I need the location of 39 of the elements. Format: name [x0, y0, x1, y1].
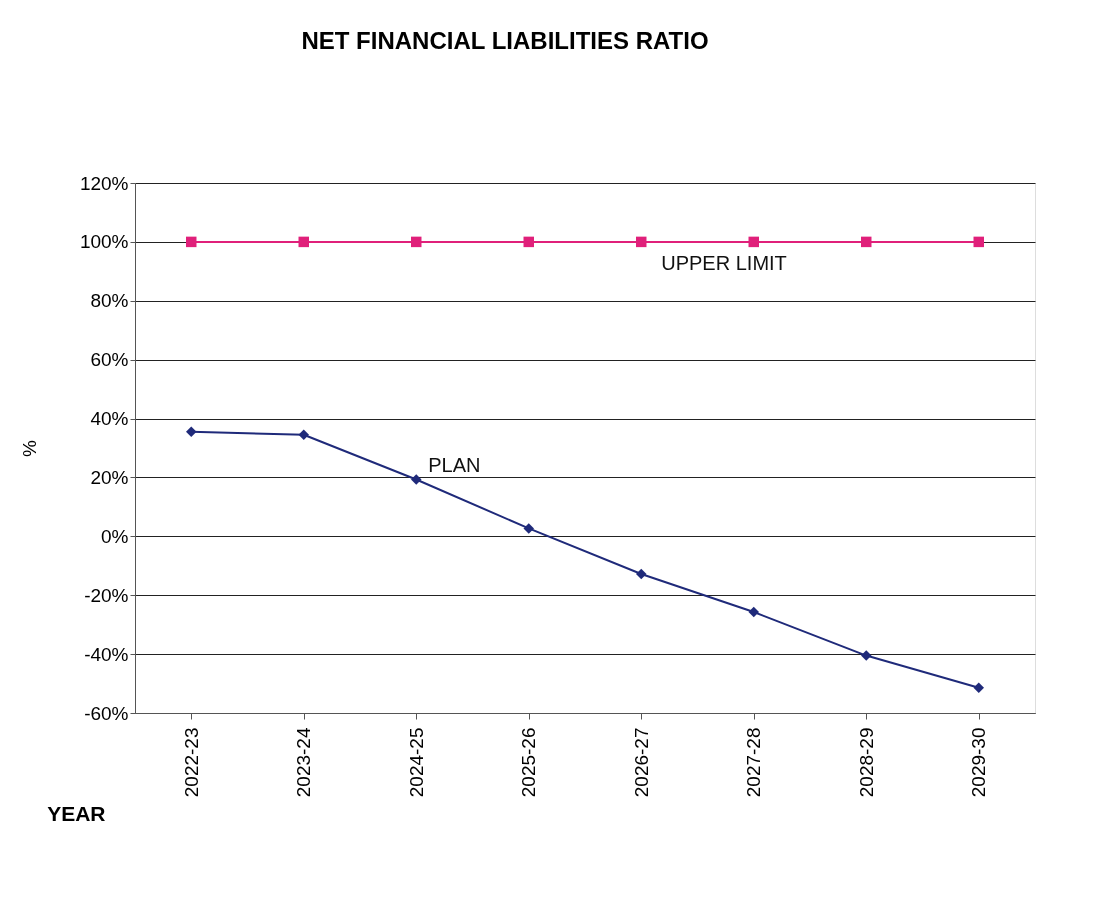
point: [636, 568, 647, 580]
point: [186, 426, 197, 438]
y-tick-label: 40%: [90, 408, 129, 430]
y-tick-label: 60%: [90, 349, 129, 371]
x-tick-label: 2028-29: [855, 727, 877, 798]
point: [523, 236, 534, 248]
x-tick-label: 2027-28: [743, 727, 765, 798]
x-tick-label: 2022-23: [180, 727, 202, 798]
point: [298, 429, 309, 440]
y-tick-label: 0%: [101, 525, 129, 547]
y-tick-label: 20%: [90, 466, 129, 488]
point: [973, 236, 984, 248]
x-tick-label: 2029-30: [968, 727, 990, 798]
y-axis-title: %: [18, 439, 40, 457]
point: [186, 236, 197, 248]
point: [523, 523, 534, 534]
x-tick-label: 2026-27: [630, 727, 652, 798]
point: [973, 682, 984, 693]
series-label: PLAN: [428, 453, 481, 476]
x-axis-title: YEAR: [47, 801, 106, 825]
point: [748, 606, 759, 618]
x-tick-label: 2025-26: [518, 727, 540, 798]
y-tick-label: 80%: [90, 290, 129, 312]
point: [298, 236, 309, 248]
point: [748, 236, 759, 248]
point: [411, 236, 422, 248]
y-tick-label: -40%: [84, 643, 129, 665]
chart-title: NET FINANCIAL LIABILITIES RATIO: [301, 27, 709, 54]
point: [636, 236, 647, 248]
y-tick-label: 120%: [79, 172, 129, 194]
point: [861, 236, 872, 248]
point: [861, 650, 872, 661]
series-label: UPPER LIMIT: [661, 251, 787, 274]
y-tick-label: -60%: [84, 702, 129, 724]
x-tick-label: 2024-25: [405, 727, 427, 798]
x-tick-label: 2023-24: [293, 727, 315, 798]
point: [411, 474, 422, 485]
y-tick-label: -20%: [84, 584, 129, 606]
y-tick-label: 100%: [79, 231, 129, 253]
